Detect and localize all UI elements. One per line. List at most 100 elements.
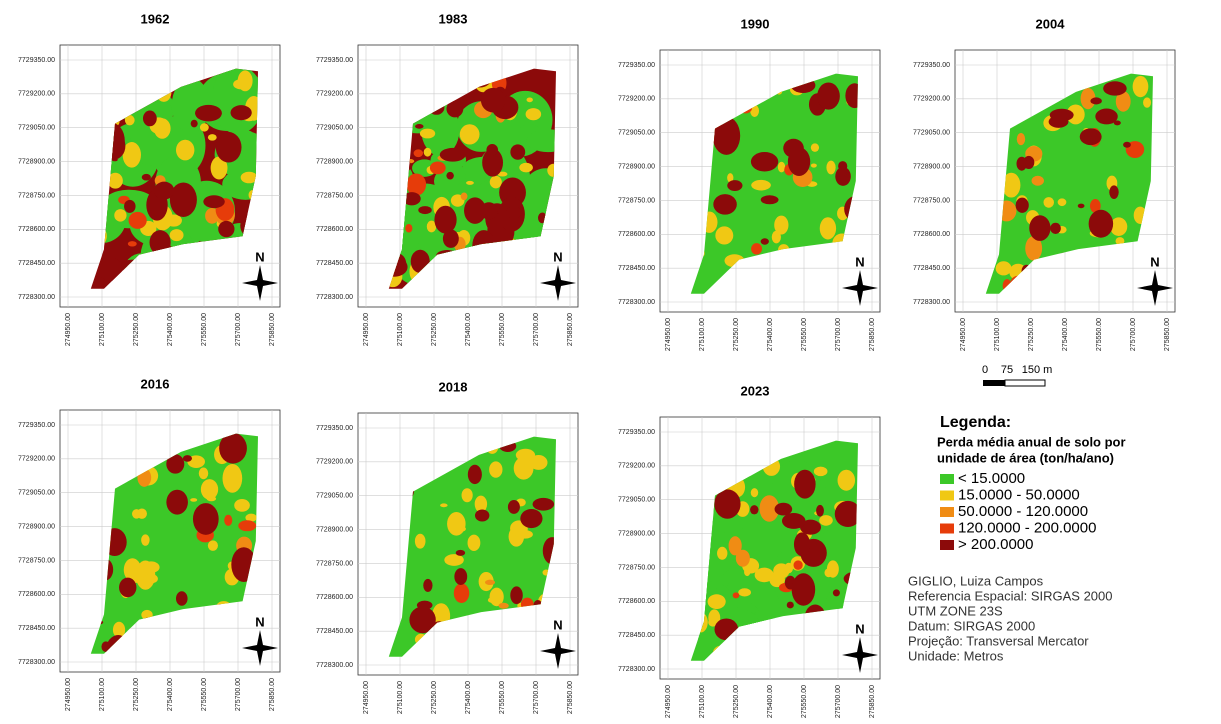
y-tick-label: 7728900.00	[18, 158, 55, 165]
patch	[1123, 142, 1131, 148]
patch	[407, 173, 427, 195]
y-tick-label: 7728300.00	[913, 299, 950, 306]
patch	[141, 534, 150, 545]
patch	[1043, 197, 1054, 208]
patch	[231, 105, 252, 120]
patch	[783, 139, 804, 158]
y-tick-label: 7728900.00	[316, 158, 353, 165]
y-tick-label: 7728300.00	[618, 666, 655, 673]
y-tick-label: 7729050.00	[618, 497, 655, 504]
legend-label: 50.0000 - 120.0000	[958, 503, 1088, 520]
map-title: 2023	[741, 383, 770, 398]
patch	[190, 498, 197, 502]
x-tick-label: 274950.00	[65, 678, 72, 711]
patch	[751, 243, 762, 254]
credit-line: GIGLIO, Luiza Campos	[908, 573, 1044, 588]
patch	[434, 206, 456, 234]
y-tick-label: 7728600.00	[18, 591, 55, 598]
patch	[143, 561, 160, 573]
north-label: N	[553, 249, 562, 264]
x-tick-label: 275550.00	[801, 685, 808, 718]
patch	[510, 144, 525, 159]
patch	[751, 488, 758, 497]
legend-label: 15.0000 - 50.0000	[958, 486, 1080, 503]
x-tick-label: 275250.00	[133, 678, 140, 711]
scale-label: 0	[982, 364, 988, 376]
y-tick-label: 7728450.00	[316, 260, 353, 267]
scale-bar-white	[1005, 380, 1045, 386]
y-tick-label: 7728450.00	[316, 628, 353, 635]
x-tick-label: 275400.00	[167, 313, 174, 346]
x-tick-label: 275700.00	[835, 318, 842, 351]
y-tick-label: 7729350.00	[618, 429, 655, 436]
y-tick-label: 7728600.00	[913, 231, 950, 238]
y-tick-label: 7728900.00	[18, 523, 55, 530]
legend-swatch	[940, 491, 954, 501]
patch	[1103, 81, 1127, 95]
x-tick-label: 275100.00	[99, 678, 106, 711]
y-tick-label: 7728750.00	[316, 560, 353, 567]
north-label: N	[255, 249, 264, 264]
patch	[218, 221, 234, 237]
x-tick-label: 275550.00	[801, 318, 808, 351]
x-tick-label: 275100.00	[397, 681, 404, 714]
map-panel: 20237729350.007729200.007729050.00772890…	[618, 383, 880, 718]
map-title: 2018	[439, 379, 468, 394]
patch	[462, 488, 473, 502]
patch	[490, 176, 502, 189]
north-label: N	[255, 614, 264, 629]
patch	[835, 167, 851, 186]
x-tick-label: 275250.00	[133, 313, 140, 346]
patch	[475, 509, 489, 521]
y-tick-label: 7728450.00	[618, 265, 655, 272]
map-panel: 19837729350.007729200.007729050.00772890…	[316, 11, 578, 346]
patch	[176, 591, 188, 606]
y-tick-label: 7729200.00	[618, 96, 655, 103]
x-tick-label: 274950.00	[960, 318, 967, 351]
patch	[415, 124, 424, 129]
y-tick-label: 7728450.00	[18, 260, 55, 267]
map-title: 1983	[439, 11, 468, 26]
patch	[466, 181, 474, 185]
x-tick-label: 275400.00	[767, 685, 774, 718]
x-tick-label: 275550.00	[499, 681, 506, 714]
patch	[527, 97, 533, 102]
y-tick-label: 7728750.00	[18, 192, 55, 199]
patch	[787, 602, 794, 609]
x-tick-label: 275550.00	[201, 678, 208, 711]
patch	[715, 226, 733, 244]
patch	[1095, 108, 1117, 124]
patch	[1058, 198, 1067, 206]
y-tick-label: 7728900.00	[316, 526, 353, 533]
patch	[827, 560, 839, 577]
patch	[418, 206, 431, 214]
patch	[143, 111, 157, 127]
x-tick-label: 275250.00	[431, 313, 438, 346]
y-tick-label: 7729350.00	[913, 62, 950, 69]
legend-label: > 200.0000	[958, 536, 1034, 553]
y-tick-label: 7728600.00	[618, 231, 655, 238]
y-tick-label: 7729200.00	[618, 463, 655, 470]
credit-line: Datum: SIRGAS 2000	[908, 618, 1035, 633]
patch	[468, 535, 481, 551]
patch	[216, 132, 242, 162]
patch	[750, 505, 758, 514]
patch	[233, 79, 249, 89]
y-tick-label: 7728750.00	[618, 564, 655, 571]
patch	[1017, 133, 1025, 145]
north-label: N	[553, 617, 562, 632]
y-tick-label: 7729050.00	[316, 493, 353, 500]
x-tick-label: 274950.00	[665, 318, 672, 351]
patch	[154, 182, 174, 200]
y-tick-label: 7728300.00	[316, 294, 353, 301]
x-tick-label: 275100.00	[699, 685, 706, 718]
patch	[489, 461, 502, 477]
patch	[405, 224, 412, 233]
y-tick-label: 7728750.00	[18, 557, 55, 564]
y-tick-label: 7729350.00	[316, 425, 353, 432]
y-tick-label: 7728300.00	[618, 299, 655, 306]
patch	[751, 180, 771, 191]
credit-line: Projeção: Transversal Mercator	[908, 633, 1089, 648]
x-tick-label: 275700.00	[533, 313, 540, 346]
patch	[114, 209, 126, 222]
